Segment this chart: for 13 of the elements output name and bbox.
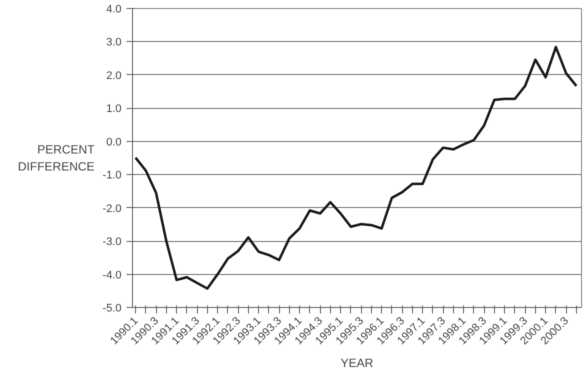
y-tick-label: 0.0 bbox=[106, 136, 122, 148]
y-tick-label: -1.0 bbox=[102, 170, 122, 182]
y-tick-label: 3.0 bbox=[106, 36, 122, 49]
y-tick-label: -4.0 bbox=[102, 269, 122, 282]
line-series bbox=[134, 46, 578, 290]
y-tick-label: 1.0 bbox=[106, 103, 122, 116]
y-tick-label: -3.0 bbox=[102, 236, 122, 248]
x-axis-title: YEAR bbox=[340, 356, 374, 370]
y-tick-label: 2.0 bbox=[106, 70, 122, 82]
y-tick-label: -5.0 bbox=[102, 302, 122, 314]
y-tick-label: 4.0 bbox=[106, 4, 122, 16]
y-axis-title: PERCENT DIFFERENCE bbox=[18, 142, 96, 174]
y-tick-label: -2.0 bbox=[102, 202, 122, 215]
